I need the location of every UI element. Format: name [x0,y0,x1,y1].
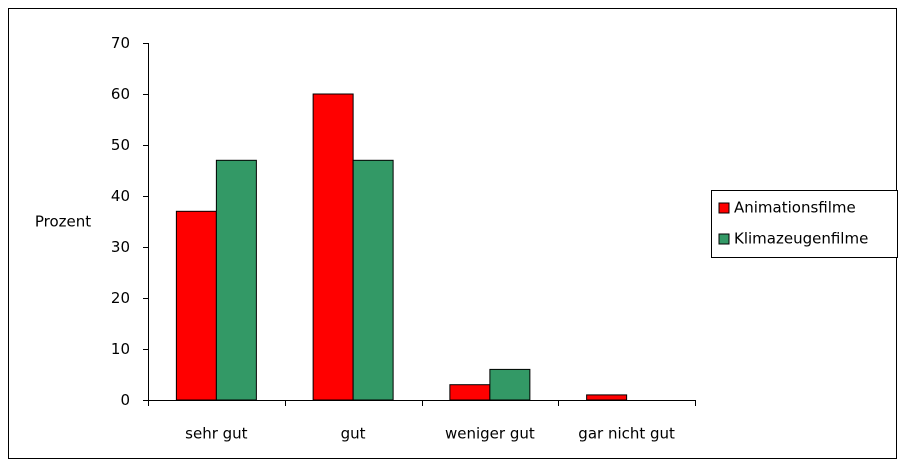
y-axis-label: Prozent [35,213,91,231]
legend-swatch [718,233,730,245]
legend-label: Animationsfilme [734,199,856,217]
y-tick-label: 70 [111,34,130,52]
legend-swatch [718,202,730,214]
legend-box [711,190,898,258]
y-tick-label: 20 [111,289,130,307]
bar [312,93,354,401]
bar [215,159,257,401]
y-tick-label: 50 [111,136,130,154]
x-tick-label: weniger gut [445,425,535,443]
bar [489,368,531,401]
bar [352,159,394,401]
y-tick-label: 30 [111,238,130,256]
y-tick-label: 60 [111,85,130,103]
y-tick-label: 40 [111,187,130,205]
y-tick-label: 0 [120,391,130,409]
y-tick-label: 10 [111,340,130,358]
bar [449,384,491,401]
x-tick-label: gar nicht gut [578,425,675,443]
legend-label: Klimazeugenfilme [734,230,868,248]
x-tick-label: gut [341,425,366,443]
x-tick-label: sehr gut [185,425,248,443]
bar [175,210,217,401]
bar [586,394,628,401]
